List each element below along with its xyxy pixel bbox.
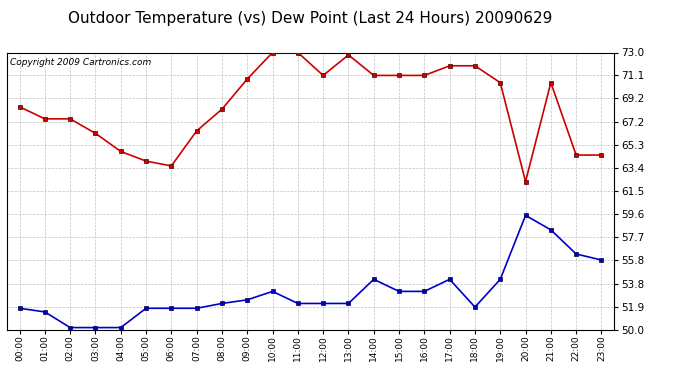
Text: Copyright 2009 Cartronics.com: Copyright 2009 Cartronics.com (10, 58, 151, 67)
Text: Outdoor Temperature (vs) Dew Point (Last 24 Hours) 20090629: Outdoor Temperature (vs) Dew Point (Last… (68, 11, 553, 26)
